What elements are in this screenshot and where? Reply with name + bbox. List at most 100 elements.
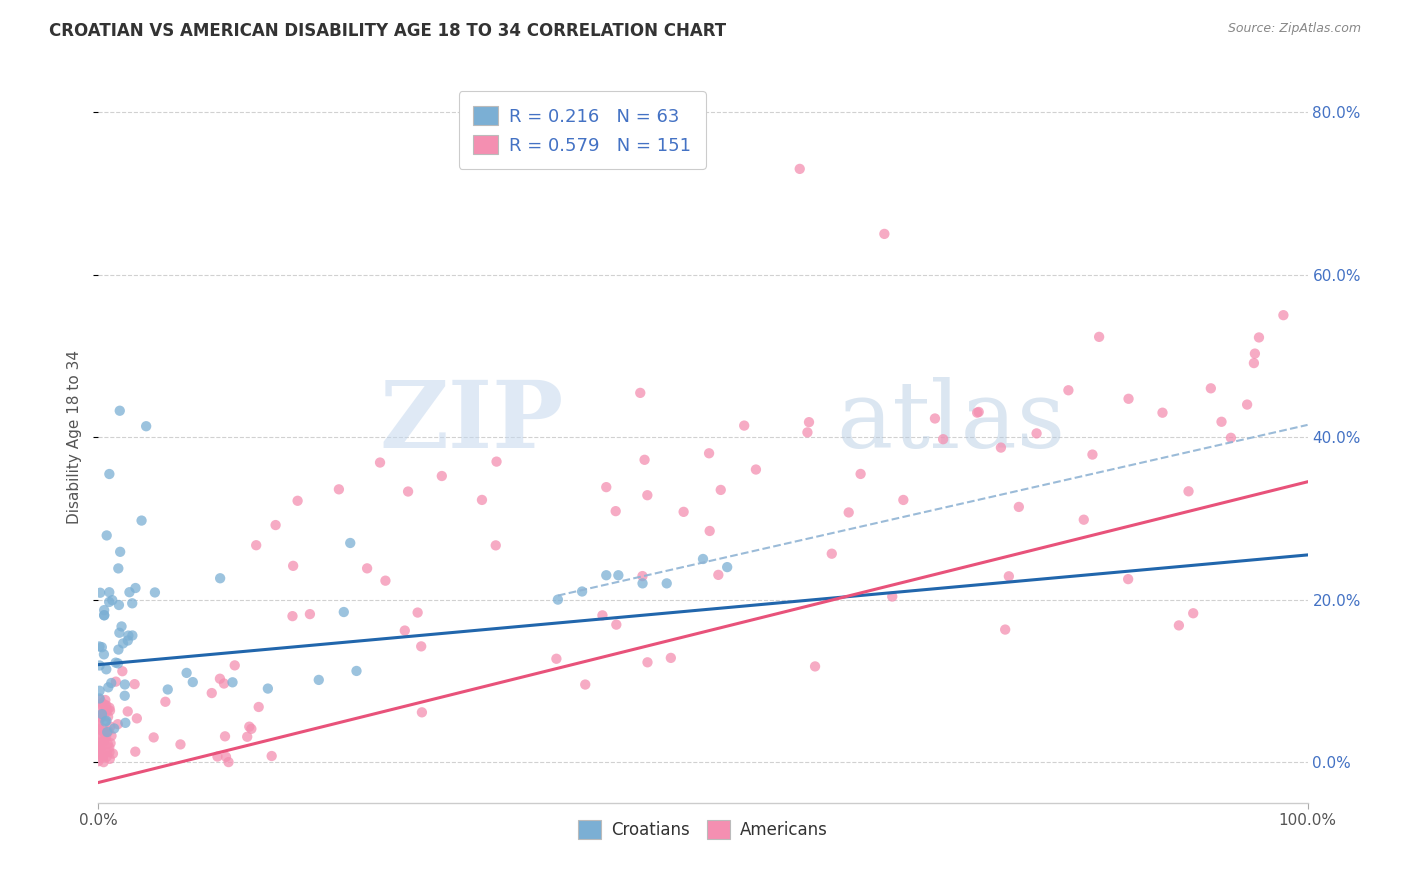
Point xyxy=(114,677,136,691)
Point xyxy=(91,699,114,714)
Point xyxy=(91,707,114,722)
Point xyxy=(91,751,114,765)
Point xyxy=(87,744,110,758)
Point xyxy=(112,636,135,650)
Point xyxy=(571,584,593,599)
Point xyxy=(135,419,157,434)
Point xyxy=(89,683,111,698)
Point xyxy=(98,752,121,766)
Point xyxy=(605,504,627,518)
Point xyxy=(406,606,429,620)
Point xyxy=(1081,448,1104,462)
Point xyxy=(1272,308,1295,322)
Point xyxy=(1219,431,1241,445)
Point xyxy=(125,711,148,725)
Point xyxy=(100,736,122,750)
Point xyxy=(91,739,114,754)
Point xyxy=(89,723,111,737)
Point xyxy=(111,664,134,678)
Point xyxy=(90,711,112,725)
Point xyxy=(101,593,124,607)
Point xyxy=(98,467,121,481)
Point xyxy=(100,676,122,690)
Point xyxy=(89,691,111,706)
Point xyxy=(396,484,419,499)
Point xyxy=(89,586,111,600)
Point xyxy=(93,725,115,739)
Point xyxy=(124,677,146,691)
Point xyxy=(281,609,304,624)
Point xyxy=(595,480,617,494)
Point xyxy=(97,681,120,695)
Point xyxy=(98,745,121,759)
Point xyxy=(745,462,768,476)
Point xyxy=(124,581,146,595)
Point xyxy=(90,707,112,722)
Point xyxy=(1244,346,1267,360)
Point xyxy=(96,730,118,744)
Point xyxy=(94,732,117,747)
Point xyxy=(108,403,131,417)
Point xyxy=(257,681,280,696)
Point xyxy=(298,607,321,621)
Point xyxy=(287,493,309,508)
Point xyxy=(672,505,695,519)
Point xyxy=(93,726,115,740)
Point xyxy=(882,590,904,604)
Point xyxy=(411,640,433,654)
Point xyxy=(264,518,287,533)
Point xyxy=(994,623,1017,637)
Point xyxy=(121,628,143,642)
Point xyxy=(546,652,568,666)
Point xyxy=(96,698,118,713)
Point xyxy=(96,703,118,717)
Point xyxy=(93,608,115,623)
Point xyxy=(89,736,111,750)
Point xyxy=(692,552,714,566)
Point xyxy=(121,596,143,610)
Point xyxy=(93,748,115,763)
Point xyxy=(98,595,121,609)
Point xyxy=(91,722,114,736)
Point xyxy=(90,727,112,741)
Point xyxy=(374,574,396,588)
Point xyxy=(87,707,110,722)
Point xyxy=(156,682,179,697)
Point xyxy=(104,656,127,670)
Point xyxy=(89,735,111,749)
Point xyxy=(143,585,166,599)
Point xyxy=(924,411,946,425)
Point xyxy=(838,505,860,519)
Point xyxy=(89,741,111,756)
Point xyxy=(87,714,110,729)
Point xyxy=(628,385,651,400)
Point xyxy=(93,698,115,712)
Point xyxy=(118,585,141,599)
Point xyxy=(215,749,238,764)
Point xyxy=(716,560,738,574)
Point xyxy=(1057,384,1080,398)
Point xyxy=(98,585,121,599)
Point xyxy=(281,558,304,573)
Point xyxy=(93,755,115,769)
Point xyxy=(967,405,990,419)
Point xyxy=(1211,415,1233,429)
Point xyxy=(1236,398,1258,412)
Legend: Croatians, Americans: Croatians, Americans xyxy=(571,814,835,846)
Point xyxy=(485,455,508,469)
Point xyxy=(97,709,120,723)
Point xyxy=(114,689,136,703)
Text: Source: ZipAtlas.com: Source: ZipAtlas.com xyxy=(1227,22,1361,36)
Point xyxy=(87,754,110,768)
Point xyxy=(631,569,654,583)
Point xyxy=(891,492,914,507)
Point xyxy=(1116,572,1139,586)
Point xyxy=(990,441,1012,455)
Point xyxy=(104,674,127,689)
Point xyxy=(176,665,198,680)
Point xyxy=(328,483,350,497)
Point xyxy=(224,658,246,673)
Point xyxy=(1177,484,1199,499)
Point xyxy=(90,640,112,655)
Point xyxy=(207,749,229,764)
